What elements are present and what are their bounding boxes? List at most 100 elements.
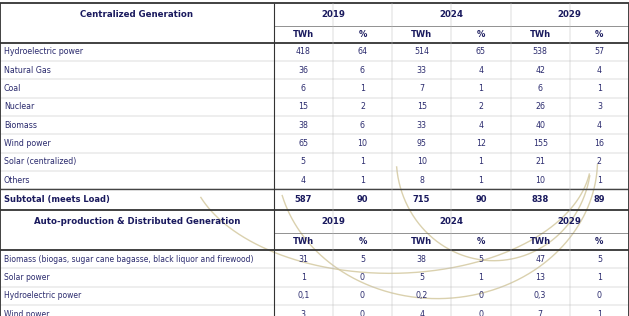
Text: TWh: TWh — [411, 30, 432, 39]
Text: Wind power: Wind power — [4, 310, 49, 316]
Text: 90: 90 — [475, 195, 487, 204]
Text: Subtotal (meets Load): Subtotal (meets Load) — [4, 195, 110, 204]
Text: 1: 1 — [479, 176, 484, 185]
Text: TWh: TWh — [530, 237, 551, 246]
Text: 65: 65 — [298, 139, 308, 148]
Text: 1: 1 — [479, 84, 484, 93]
Text: 26: 26 — [535, 102, 545, 111]
Text: 3: 3 — [597, 102, 602, 111]
Text: 0: 0 — [479, 310, 484, 316]
Text: 47: 47 — [535, 255, 545, 264]
Text: TWh: TWh — [292, 237, 314, 246]
Text: Natural Gas: Natural Gas — [4, 66, 51, 75]
Text: 7: 7 — [538, 310, 543, 316]
Text: 40: 40 — [535, 121, 545, 130]
Text: 1: 1 — [360, 84, 365, 93]
Text: 13: 13 — [535, 273, 545, 282]
Text: 715: 715 — [413, 195, 430, 204]
Text: 5: 5 — [597, 255, 602, 264]
Text: 10: 10 — [416, 157, 426, 166]
Text: 4: 4 — [479, 121, 484, 130]
Text: 538: 538 — [533, 47, 548, 56]
Text: 38: 38 — [298, 121, 308, 130]
Text: Nuclear: Nuclear — [4, 102, 34, 111]
Text: %: % — [595, 30, 604, 39]
Text: 2: 2 — [479, 102, 484, 111]
Text: 89: 89 — [594, 195, 605, 204]
Text: 2: 2 — [597, 157, 602, 166]
Text: 36: 36 — [298, 66, 308, 75]
Text: 1: 1 — [597, 84, 602, 93]
Text: 587: 587 — [294, 195, 312, 204]
Text: 0: 0 — [360, 310, 365, 316]
Text: 6: 6 — [538, 84, 543, 93]
Text: 2029: 2029 — [558, 217, 582, 226]
Text: 4: 4 — [597, 66, 602, 75]
Text: 2024: 2024 — [439, 9, 464, 19]
Text: %: % — [477, 30, 485, 39]
Text: 65: 65 — [476, 47, 486, 56]
Text: 5: 5 — [419, 273, 424, 282]
Text: 4: 4 — [419, 310, 424, 316]
Text: 15: 15 — [416, 102, 426, 111]
Text: 3: 3 — [301, 310, 306, 316]
Text: 1: 1 — [360, 176, 365, 185]
Text: 64: 64 — [357, 47, 367, 56]
Text: 0,1: 0,1 — [297, 291, 309, 300]
Text: Biomass: Biomass — [4, 121, 37, 130]
Text: 16: 16 — [594, 139, 604, 148]
Text: 5: 5 — [479, 255, 484, 264]
Text: 6: 6 — [360, 66, 365, 75]
Text: 31: 31 — [298, 255, 308, 264]
Text: 4: 4 — [301, 176, 306, 185]
Text: 0: 0 — [360, 273, 365, 282]
Text: 1: 1 — [597, 176, 602, 185]
Text: Centralized Generation: Centralized Generation — [81, 9, 193, 19]
Text: 7: 7 — [419, 84, 424, 93]
Text: Coal: Coal — [4, 84, 21, 93]
Text: 0,2: 0,2 — [416, 291, 428, 300]
Text: %: % — [359, 237, 367, 246]
Text: 95: 95 — [417, 139, 426, 148]
Text: 90: 90 — [357, 195, 368, 204]
Text: 0: 0 — [597, 291, 602, 300]
Text: 57: 57 — [594, 47, 604, 56]
Text: Solar power: Solar power — [4, 273, 50, 282]
Text: TWh: TWh — [530, 30, 551, 39]
Text: 15: 15 — [298, 102, 308, 111]
Text: 2019: 2019 — [321, 9, 345, 19]
Text: 1: 1 — [301, 273, 306, 282]
Text: 10: 10 — [357, 139, 367, 148]
Text: 2024: 2024 — [439, 217, 464, 226]
Text: 33: 33 — [416, 66, 426, 75]
Text: 21: 21 — [535, 157, 545, 166]
Text: 38: 38 — [417, 255, 426, 264]
Text: 2029: 2029 — [558, 9, 582, 19]
Text: 0: 0 — [360, 291, 365, 300]
Text: Auto-production & Distributed Generation: Auto-production & Distributed Generation — [33, 217, 240, 226]
Text: 4: 4 — [479, 66, 484, 75]
Text: 5: 5 — [301, 157, 306, 166]
Text: Solar (centralized): Solar (centralized) — [4, 157, 76, 166]
Text: 1: 1 — [479, 273, 484, 282]
Text: 1: 1 — [597, 310, 602, 316]
Text: 155: 155 — [533, 139, 548, 148]
Text: 12: 12 — [476, 139, 486, 148]
Text: 33: 33 — [416, 121, 426, 130]
Text: 0: 0 — [479, 291, 484, 300]
Text: %: % — [477, 237, 485, 246]
Text: 42: 42 — [535, 66, 545, 75]
Text: Others: Others — [4, 176, 30, 185]
Text: Hydroelectric power: Hydroelectric power — [4, 47, 83, 56]
Text: 10: 10 — [535, 176, 545, 185]
Text: 6: 6 — [360, 121, 365, 130]
Text: 5: 5 — [360, 255, 365, 264]
Text: 0,3: 0,3 — [534, 291, 547, 300]
Text: 8: 8 — [420, 176, 424, 185]
Text: 2019: 2019 — [321, 217, 345, 226]
Text: Biomass (biogas, sugar cane bagasse, black liquor and firewood): Biomass (biogas, sugar cane bagasse, bla… — [4, 255, 253, 264]
Text: Wind power: Wind power — [4, 139, 50, 148]
Text: 1: 1 — [360, 157, 365, 166]
Text: 2: 2 — [360, 102, 365, 111]
Text: %: % — [359, 30, 367, 39]
